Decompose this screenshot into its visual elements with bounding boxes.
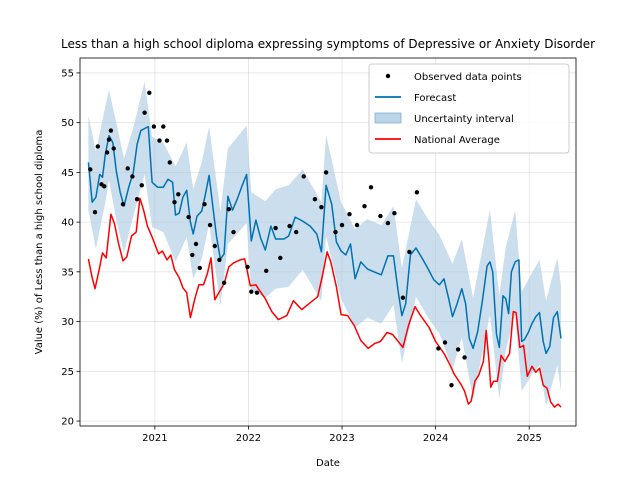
x-axis: 2021 2022 2023 2024 2025 [142,426,542,444]
observed-point [368,185,374,190]
observed-point [273,225,278,231]
y-tick-label: 20 [61,417,74,428]
x-tick-label: 2025 [516,433,541,444]
observed-point [120,202,126,207]
observed-point [312,197,318,202]
observed-point [339,222,345,228]
observed-point [442,340,448,345]
observed-point [385,220,391,226]
observed-point [106,137,112,142]
observed-point [161,124,166,129]
observed-point [462,355,467,360]
observed-point [226,207,231,212]
uncertainty-band [88,81,562,407]
y-tick-label: 25 [61,367,74,378]
observed-point [449,383,454,388]
legend-item: Uncertainty interval [374,112,514,125]
observed-point [245,264,250,270]
observed-point [455,347,461,352]
y-tick-label: 50 [61,118,74,129]
y-tick-label: 55 [61,68,74,79]
legend-item: National Average [375,135,500,146]
observed-point [104,150,110,155]
y-axis: 20 25 30 35 40 45 50 55 [61,68,80,428]
observed-point [167,160,172,165]
observed-point [151,124,157,129]
legend-band-swatch [374,112,402,124]
legend-label: Observed data points [414,72,522,83]
observed-point [323,170,329,175]
x-tick-label: 2024 [423,433,448,444]
observed-point [88,167,93,172]
observed-point [95,144,101,149]
observed-point [186,214,191,220]
observed-point [193,241,199,247]
observed-point [287,223,292,229]
y-tick-label: 40 [61,218,74,229]
observed-point [108,128,114,133]
observed-point [231,229,236,235]
observed-point [157,138,162,143]
y-tick-label: 45 [61,168,74,179]
plot-area [87,81,562,408]
observed-point [176,192,181,197]
observed-point [354,222,360,228]
x-tick-label: 2022 [236,433,261,444]
observed-point [139,183,144,188]
observed-point [125,166,130,171]
observed-point [278,255,283,261]
observed-point [294,229,299,235]
y-tick-label: 35 [61,267,74,278]
observed-point [362,204,367,209]
observed-point [378,213,383,219]
y-tick-label: 30 [61,317,74,328]
observed-point [436,346,441,351]
observed-point [217,257,222,263]
observed-point [254,290,260,295]
x-tick-label: 2023 [329,433,354,444]
observed-point [134,197,140,202]
observed-point [202,202,207,207]
observed-point [197,265,202,271]
observed-point [400,295,406,300]
observed-point [147,90,152,96]
legend-item: Forecast [375,93,456,104]
observed-point [414,190,420,195]
axes-frame [79,57,577,427]
chart-title: Less than a high school diploma expressi… [61,37,595,51]
forecast-line [87,125,562,355]
observed-point [319,205,324,210]
observed-point [249,289,254,294]
legend-label: National Average [414,135,500,146]
legend-item: Observed data points [385,72,522,83]
observed-point [130,174,135,179]
observed-point [333,229,338,235]
observed-point [347,212,352,217]
legend-marker [385,73,391,79]
observed-point [190,252,195,258]
legend-label: Forecast [414,93,456,104]
observed-point [392,211,397,216]
observed-point [301,174,306,179]
observed-point [212,243,217,249]
observed-point [92,210,98,215]
legend: Observed data points Forecast Uncertainty … [368,63,570,154]
legend-label: Uncertainty interval [414,114,514,125]
y-axis-title: Value (%) of Less than a high school dip… [34,130,45,355]
observed-point [407,249,412,255]
observed-point [264,268,269,273]
observed-point [142,110,147,115]
observed-point [164,138,170,143]
x-tick-label: 2021 [142,433,167,444]
x-axis-title: Date [316,458,340,469]
observed-point [207,222,213,228]
observed-point [102,184,107,189]
observed-point [221,280,227,285]
legend-box [368,63,570,154]
observed-point [111,146,116,151]
national-average-line [87,197,562,408]
observed-point [172,200,177,205]
